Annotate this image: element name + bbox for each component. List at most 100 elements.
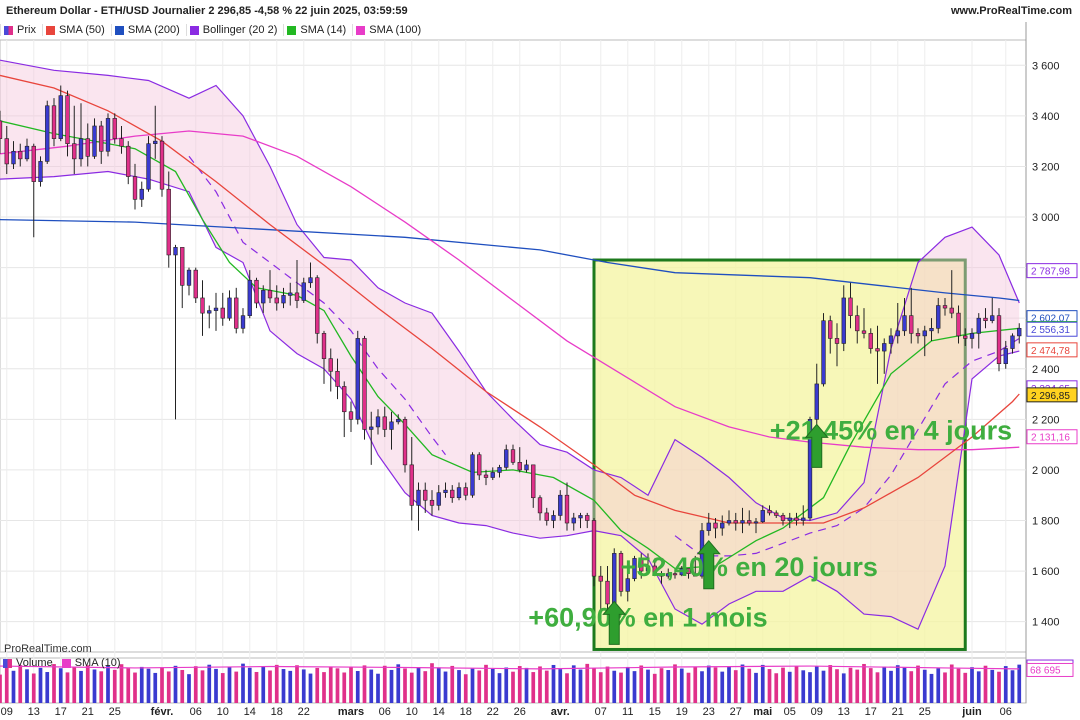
volume-bar [335, 668, 340, 703]
legend-label: SMA (10) [74, 657, 121, 669]
candle-body [166, 188, 171, 256]
candle-body [254, 279, 259, 304]
volume-bar [652, 673, 657, 703]
volume-bar [976, 671, 981, 703]
volume-bar [767, 669, 772, 703]
candle-body [288, 292, 293, 296]
legend-label: Volume [16, 657, 53, 669]
volume-bar [160, 667, 164, 703]
candle-body [713, 522, 718, 529]
candle-body [990, 315, 995, 322]
y-tick-label: 1 400 [1032, 617, 1060, 629]
volume-bar [166, 671, 171, 703]
candle-body [328, 358, 333, 372]
candle-body [402, 419, 408, 466]
candle-body [207, 310, 212, 314]
legend-item-prix[interactable]: Prix [0, 24, 36, 36]
x-tick-label: 09 [811, 706, 823, 718]
y-tick-label: 3 200 [1032, 161, 1060, 173]
volume-bar [855, 669, 860, 703]
volume-bar [11, 670, 16, 703]
volume-bar [801, 670, 806, 703]
bollinger-upper-line [0, 59, 1020, 522]
candle-body [193, 269, 198, 299]
volume-bar [747, 668, 752, 703]
candle-body [666, 573, 671, 577]
legend-item-volume[interactable]: Volume [0, 657, 53, 669]
candle-body [531, 464, 536, 499]
candle-body [463, 487, 468, 496]
volume-bar [916, 665, 920, 703]
candle-body [929, 327, 934, 332]
volume-bar [956, 668, 961, 703]
candle-body [895, 330, 900, 337]
candle-body [119, 138, 124, 147]
legend-item-volume-sma10[interactable]: SMA (10) [59, 657, 121, 669]
volume-bar [943, 672, 947, 703]
x-tick-label: mai [753, 706, 772, 718]
candle-body [672, 573, 678, 576]
sma100-line [0, 130, 1020, 451]
volume-bar [679, 668, 684, 703]
x-tick-label: 23 [703, 706, 715, 718]
site-url[interactable]: www.ProRealTime.com [950, 5, 1072, 17]
candle-body [247, 279, 252, 316]
legend-item-sma14[interactable]: SMA (14) [283, 24, 346, 36]
candle-body [902, 315, 907, 332]
volume-bar [301, 669, 306, 703]
x-tick-label: 11 [622, 706, 633, 718]
candle-body [976, 317, 981, 334]
candle-body [274, 297, 279, 304]
volume-bar [133, 672, 137, 703]
price-tag-label: 2 131,16 [1031, 433, 1070, 444]
legend-item-sma200[interactable]: SMA (200) [110, 24, 180, 36]
legend-swatch [3, 658, 12, 668]
price-tag: 2 474,78 [1026, 342, 1078, 358]
candle-body [335, 370, 340, 387]
volume-bar [571, 665, 576, 703]
candle-body [58, 95, 63, 139]
candle-body [72, 143, 77, 160]
legend-item-bollinger[interactable]: Bollinger (20 2) [185, 24, 277, 36]
sma200-line [0, 218, 1020, 302]
x-tick-label: mars [338, 706, 364, 718]
volume-bar [430, 663, 434, 703]
legend-item-sma50[interactable]: SMA (50) [41, 24, 105, 36]
price-tag-label: 2 296,85 [1031, 391, 1070, 402]
volume-bar [288, 670, 293, 703]
price-tag-box [1026, 263, 1078, 279]
candle-body [524, 464, 529, 471]
volume-bar [362, 665, 367, 703]
x-tick-label: 25 [919, 706, 931, 718]
candle-body [497, 467, 502, 473]
candle-body [517, 462, 522, 471]
volume-bar [754, 672, 758, 703]
price-tag-box [1026, 387, 1078, 403]
candle-body [267, 290, 273, 299]
candle-body [139, 188, 144, 200]
volume-bar [342, 672, 347, 703]
candle-body [733, 520, 738, 524]
candle-body [564, 494, 570, 524]
volume-sma10-line [0, 665, 1020, 670]
legend-swatch [114, 25, 124, 35]
candle-body [841, 297, 846, 344]
volume-bar [558, 669, 563, 703]
volume-bar [0, 674, 2, 703]
volume-bar [308, 673, 313, 703]
candle-body [132, 176, 138, 200]
volume-bar [868, 668, 873, 703]
volume-bar [544, 670, 549, 703]
y-tick-label: 3 400 [1032, 111, 1060, 123]
candle-body [969, 333, 975, 339]
candle-body [888, 335, 894, 344]
x-tick-label: 22 [298, 706, 310, 718]
volume-bar [295, 665, 299, 703]
candle-body [450, 489, 455, 499]
x-tick-label: 25 [109, 706, 121, 718]
volume-bar [1017, 664, 1022, 703]
volume-bar [693, 667, 698, 703]
legend-item-sma100[interactable]: SMA (100) [352, 24, 421, 36]
volume-bar [18, 665, 23, 703]
